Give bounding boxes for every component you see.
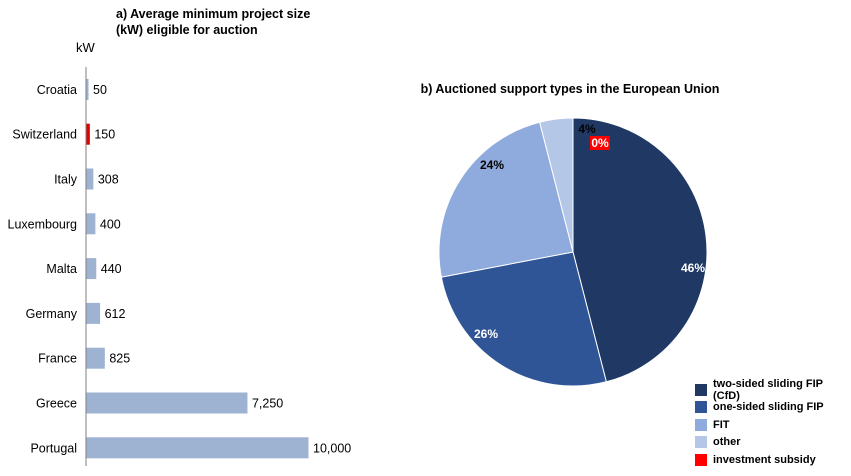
bar-value-label: 150 <box>94 128 115 142</box>
bar <box>86 437 309 459</box>
bar <box>86 78 89 100</box>
legend-label: other <box>713 436 741 449</box>
bar-value-label: 825 <box>109 352 130 366</box>
bar-category-label: Italy <box>54 173 78 187</box>
bar <box>86 347 105 369</box>
bar-value-label: 308 <box>98 173 119 187</box>
bar-category-label: Greece <box>36 397 77 411</box>
bar <box>86 258 97 280</box>
bar <box>86 213 96 235</box>
bar-chart-title: a) Average minimum project size (kW) eli… <box>116 7 311 37</box>
legend-item: two-sided sliding FIP (CfD) <box>695 377 851 402</box>
bar-category-label: Croatia <box>37 83 77 97</box>
pie-slice-label: 46% <box>681 261 705 275</box>
pie-slice <box>438 121 574 278</box>
bar-category-label: Portugal <box>30 441 77 455</box>
pie-chart-title: b) Auctioned support types in the Europe… <box>420 82 720 96</box>
bar-value-label: 612 <box>105 307 126 321</box>
legend-swatch <box>695 401 707 414</box>
pie-slice <box>539 117 574 253</box>
pie-slice <box>440 251 607 387</box>
legend-swatch <box>695 418 707 431</box>
pie-slice-label: 4% <box>578 122 596 136</box>
legend-swatch <box>695 383 707 396</box>
pie-legend: two-sided sliding FIP (CfD) one-sided sli… <box>695 377 851 469</box>
legend-label: one-sided sliding FIP <box>713 401 824 414</box>
legend-item: one-sided sliding FIP <box>695 399 851 417</box>
bar <box>86 302 101 324</box>
pie-slice-label: 0% <box>591 136 609 150</box>
bar <box>86 392 248 414</box>
pie-slice <box>572 117 708 383</box>
bar-value-label: 7,250 <box>252 397 283 411</box>
bar-value-label: 10,000 <box>313 441 351 455</box>
bar <box>86 168 94 190</box>
pie-slice-label-bg <box>590 136 610 150</box>
bar-category-label: France <box>38 352 77 366</box>
bar-category-label: Malta <box>46 262 77 276</box>
legend-swatch <box>695 436 707 449</box>
legend-item: investment subsidy <box>695 451 851 469</box>
bar-value-label: 400 <box>100 217 121 231</box>
legend-item: other <box>695 434 851 452</box>
pie-slice-label: 26% <box>474 327 498 341</box>
legend-swatch <box>695 453 707 466</box>
bar-category-label: Germany <box>26 307 78 321</box>
bar <box>86 123 90 145</box>
bar-category-label: Switzerland <box>12 128 77 142</box>
bar-category-label: Luxembourg <box>8 217 78 231</box>
legend-item: FIT <box>695 416 851 434</box>
bar-chart-unit-label: kW <box>76 40 95 55</box>
bar-value-label: 440 <box>101 262 122 276</box>
legend-label: investment subsidy <box>713 453 816 466</box>
legend-label: two-sided sliding FIP (CfD) <box>713 377 823 402</box>
legend-label: FIT <box>713 418 730 431</box>
bar-value-label: 50 <box>93 83 107 97</box>
pie-slice-label: 24% <box>480 158 504 172</box>
